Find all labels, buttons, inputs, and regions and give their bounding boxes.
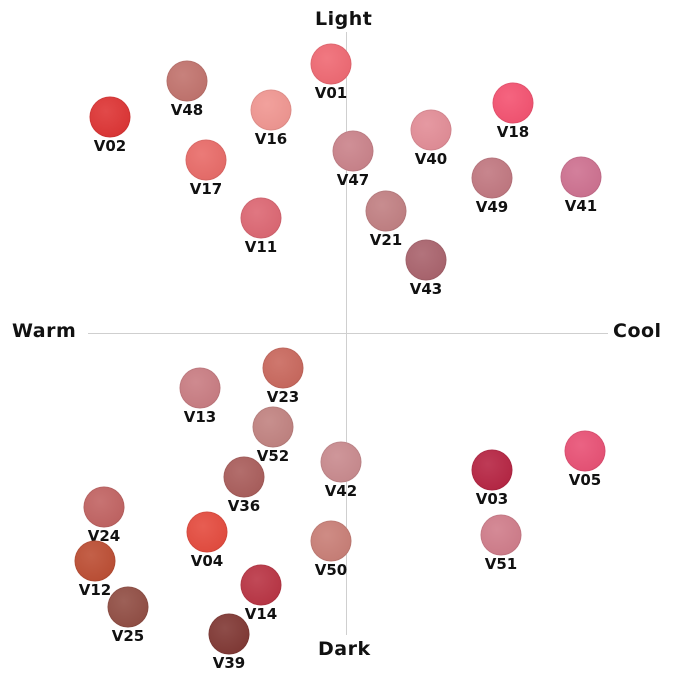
swatch-label: V04 xyxy=(190,552,224,570)
swatch-v51 xyxy=(480,514,522,556)
swatch-label: V41 xyxy=(564,197,598,215)
swatch-v13 xyxy=(179,367,221,409)
swatch-v24 xyxy=(83,486,125,528)
swatch-label: V01 xyxy=(314,84,348,102)
swatch-label: V12 xyxy=(78,581,112,599)
swatch-v40 xyxy=(410,109,452,151)
swatch-label: V17 xyxy=(189,180,223,198)
swatch-v36 xyxy=(223,456,265,498)
swatch-label: V47 xyxy=(336,171,370,189)
swatch-label: V50 xyxy=(314,561,348,579)
swatch-v11 xyxy=(240,197,282,239)
swatch-v50 xyxy=(310,520,352,562)
swatch-v21 xyxy=(365,190,407,232)
axis-label-cool: Cool xyxy=(613,320,662,342)
swatch-label: V49 xyxy=(475,198,509,216)
swatch-v04 xyxy=(186,511,228,553)
swatch-label: V11 xyxy=(244,238,278,256)
swatch-label: V13 xyxy=(183,408,217,426)
swatch-v41 xyxy=(560,156,602,198)
axis-label-warm: Warm xyxy=(12,320,77,342)
swatch-v42 xyxy=(320,441,362,483)
swatch-label: V18 xyxy=(496,123,530,141)
swatch-label: V42 xyxy=(324,482,358,500)
swatch-v52 xyxy=(252,406,294,448)
vertical-axis xyxy=(346,32,347,635)
swatch-v43 xyxy=(405,239,447,281)
swatch-v18 xyxy=(492,82,534,124)
swatch-label: V48 xyxy=(170,101,204,119)
swatch-label: V14 xyxy=(244,605,278,623)
swatch-v17 xyxy=(185,139,227,181)
swatch-v39 xyxy=(208,613,250,655)
swatch-v03 xyxy=(471,449,513,491)
horizontal-axis xyxy=(88,333,608,334)
swatch-label: V51 xyxy=(484,555,518,573)
axis-label-dark: Dark xyxy=(318,638,371,660)
swatch-label: V39 xyxy=(212,654,246,672)
swatch-label: V25 xyxy=(111,627,145,645)
swatch-label: V23 xyxy=(266,388,300,406)
swatch-label: V02 xyxy=(93,137,127,155)
swatch-v01 xyxy=(310,43,352,85)
swatch-v23 xyxy=(262,347,304,389)
swatch-v02 xyxy=(89,96,131,138)
swatch-v14 xyxy=(240,564,282,606)
swatch-label: V21 xyxy=(369,231,403,249)
swatch-label: V40 xyxy=(414,150,448,168)
swatch-v05 xyxy=(564,430,606,472)
swatch-label: V43 xyxy=(409,280,443,298)
swatch-label: V05 xyxy=(568,471,602,489)
swatch-v49 xyxy=(471,157,513,199)
swatch-label: V03 xyxy=(475,490,509,508)
swatch-v16 xyxy=(250,89,292,131)
swatch-v48 xyxy=(166,60,208,102)
swatch-v25 xyxy=(107,586,149,628)
swatch-v47 xyxy=(332,130,374,172)
swatch-label: V16 xyxy=(254,130,288,148)
swatch-v12 xyxy=(74,540,116,582)
swatch-label: V36 xyxy=(227,497,261,515)
axis-label-light: Light xyxy=(315,8,373,30)
swatch-label: V52 xyxy=(256,447,290,465)
